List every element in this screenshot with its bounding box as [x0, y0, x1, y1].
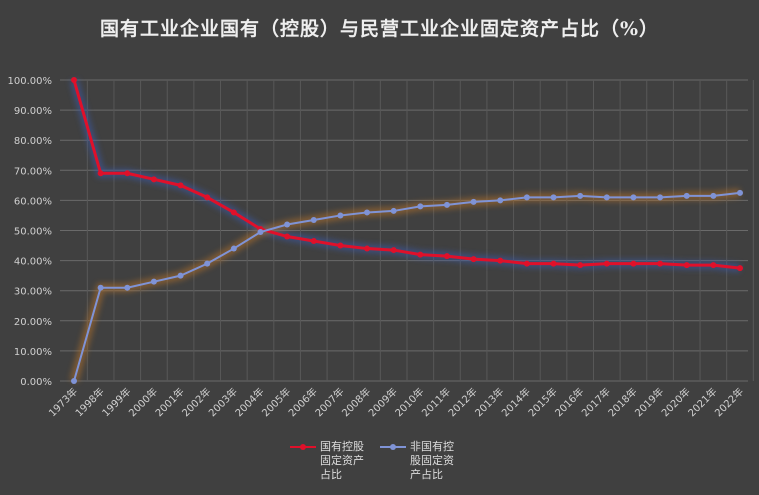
series-line-0: [72, 79, 741, 270]
data-point: [284, 221, 291, 228]
legend-label-state: 国有控股固定资产占比: [320, 440, 364, 481]
x-tick-label: 2006年: [286, 385, 320, 419]
x-tick-label: 2011年: [419, 385, 453, 419]
data-point: [364, 209, 371, 216]
data-point: [310, 238, 317, 245]
data-point: [683, 262, 690, 269]
legend-item-state: 国有控股固定资产占比: [290, 440, 374, 482]
y-tick-label: 30.00%: [14, 287, 52, 298]
x-tick-label: 2014年: [499, 385, 533, 419]
x-tick-label: 2004年: [232, 385, 266, 419]
y-tick-label: 40.00%: [14, 257, 52, 268]
data-point: [710, 192, 717, 199]
legend-item-nonstate: 非国有控股固定资产占比: [380, 440, 464, 482]
data-point: [737, 265, 743, 272]
data-point: [124, 170, 131, 177]
y-tick-label: 0.00%: [20, 377, 52, 388]
data-point: [550, 260, 557, 267]
x-tick-label: 2017年: [579, 385, 613, 419]
x-tick-label: 1999年: [99, 385, 133, 419]
data-point: [390, 207, 397, 214]
data-point: [550, 194, 557, 201]
data-point: [390, 247, 397, 254]
y-tick-label: 100.00%: [8, 76, 53, 87]
legend-swatch-state: [290, 442, 316, 452]
data-point: [177, 272, 184, 279]
x-tick-label: 2015年: [525, 385, 559, 419]
y-tick-label: 10.00%: [14, 347, 52, 358]
data-point: [310, 216, 317, 223]
data-point: [657, 260, 664, 267]
data-point: [737, 189, 743, 196]
x-tick-label: 1998年: [72, 385, 106, 419]
data-point: [683, 192, 690, 199]
data-point: [603, 260, 610, 267]
data-point: [71, 77, 77, 83]
data-point: [204, 194, 211, 201]
data-point: [470, 256, 477, 263]
x-tick-label: 1973年: [46, 385, 80, 419]
data-point: [523, 260, 530, 267]
data-point: [150, 176, 157, 183]
data-point: [204, 260, 211, 267]
data-point: [230, 209, 237, 216]
data-point: [417, 251, 424, 258]
y-tick-label: 90.00%: [14, 106, 52, 117]
data-point: [257, 229, 264, 236]
x-tick-label: 2019年: [632, 385, 666, 419]
data-point: [97, 284, 104, 291]
data-point: [470, 198, 477, 205]
x-tick-label: 2018年: [605, 385, 639, 419]
x-tick-label: 2022年: [712, 385, 746, 419]
data-point: [710, 262, 717, 269]
data-point: [657, 194, 664, 201]
data-point: [417, 203, 424, 210]
data-point: [630, 260, 637, 267]
y-tick-label: 70.00%: [14, 166, 52, 177]
x-tick-label: 2007年: [312, 385, 346, 419]
data-point: [97, 170, 104, 177]
legend-label-nonstate: 非国有控股固定资产占比: [410, 440, 454, 481]
x-tick-label: 2016年: [552, 385, 586, 419]
x-tick-label: 2021年: [685, 385, 719, 419]
x-tick-label: 2001年: [152, 385, 186, 419]
x-tick-label: 2013年: [472, 385, 506, 419]
data-point: [284, 233, 291, 240]
x-tick-label: 2000年: [126, 385, 160, 419]
x-tick-label: 2002年: [179, 385, 213, 419]
data-point: [577, 192, 584, 199]
data-point: [364, 245, 371, 252]
data-point: [150, 278, 157, 285]
data-point: [630, 194, 637, 201]
x-tick-label: 2020年: [659, 385, 693, 419]
x-tick-label: 2005年: [259, 385, 293, 419]
y-tick-label: 60.00%: [14, 196, 52, 207]
x-tick-label: 2008年: [339, 385, 373, 419]
y-tick-label: 50.00%: [14, 227, 52, 238]
data-point: [443, 201, 450, 208]
data-point: [443, 253, 450, 260]
x-tick-label: 2012年: [445, 385, 479, 419]
chart-title: 国有工业企业国有（控股）与民营工业企业固定资产占比（%）: [99, 18, 660, 40]
series-line-1: [73, 191, 741, 382]
legend-swatch-nonstate: [380, 442, 406, 452]
data-point: [577, 262, 584, 269]
data-point: [124, 284, 131, 291]
x-tick-label: 2009年: [366, 385, 400, 419]
data-point: [337, 212, 344, 219]
data-point: [523, 194, 530, 201]
data-point: [497, 197, 504, 204]
y-tick-label: 20.00%: [14, 317, 52, 328]
data-point: [71, 378, 77, 384]
data-point: [603, 194, 610, 201]
x-tick-label: 2003年: [206, 385, 240, 419]
data-point: [337, 242, 344, 249]
data-point: [497, 257, 504, 264]
y-tick-label: 80.00%: [14, 136, 52, 147]
data-point: [230, 245, 237, 252]
x-tick-label: 2010年: [392, 385, 426, 419]
data-point: [177, 182, 184, 189]
